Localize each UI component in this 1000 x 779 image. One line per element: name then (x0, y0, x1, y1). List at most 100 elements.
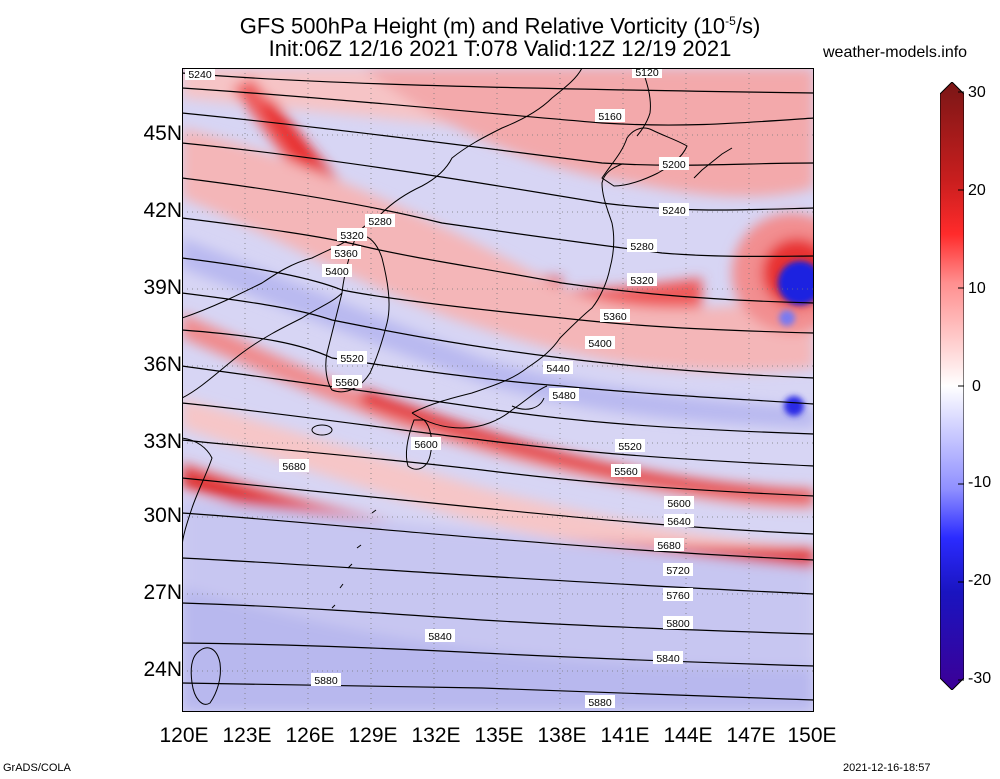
lon-label: 141E (600, 724, 650, 747)
contour-label: 5520 (337, 351, 367, 365)
lon-label: 150E (787, 724, 837, 747)
coastlines (182, 68, 733, 705)
contour-label: 5880 (585, 695, 615, 709)
contour-label: 5160 (595, 109, 625, 123)
svg-text:5360: 5360 (603, 311, 627, 323)
svg-text:5600: 5600 (667, 498, 691, 510)
lat-label: 42N (143, 199, 182, 222)
lat-label: 45N (143, 122, 182, 145)
lon-label: 120E (159, 724, 209, 747)
lat-label: 39N (143, 276, 182, 299)
footer-timestamp: 2021-12-16-18:57 (843, 762, 931, 774)
svg-text:5760: 5760 (666, 590, 690, 602)
contour-label: 5400 (322, 264, 352, 278)
contour-label-layer: 5240 5120 5160 5200 5240 5280 5280 5320 … (185, 68, 694, 709)
map-frame (182, 68, 814, 712)
contour-label: 5520 (615, 439, 645, 453)
svg-text:5840: 5840 (428, 631, 452, 643)
footer-software: GrADS/COLA (3, 762, 71, 774)
svg-text:5240: 5240 (188, 69, 212, 81)
contour-label: 5440 (543, 361, 573, 375)
svg-text:5640: 5640 (667, 516, 691, 528)
svg-text:5520: 5520 (340, 353, 364, 365)
svg-text:5280: 5280 (368, 216, 392, 228)
svg-text:5400: 5400 (325, 266, 349, 278)
graticule (182, 68, 814, 712)
contour-label: 5120 (632, 68, 662, 79)
colorbar-tick-label: 0 (972, 378, 981, 395)
svg-text:5480: 5480 (552, 390, 576, 402)
svg-text:5440: 5440 (546, 363, 570, 375)
lat-label: 24N (143, 658, 182, 681)
lat-label: 27N (143, 581, 182, 604)
lon-label: 135E (474, 724, 524, 747)
vortex-core (778, 261, 814, 416)
contour-label: 5480 (549, 388, 579, 402)
colorbar-tick-label: 30 (968, 84, 986, 101)
contour-label: 5560 (611, 464, 641, 478)
svg-text:5880: 5880 (588, 697, 612, 709)
lon-label: 138E (537, 724, 587, 747)
contour-label: 5400 (585, 336, 615, 350)
svg-text:5280: 5280 (630, 241, 654, 253)
svg-text:5360: 5360 (334, 248, 358, 260)
svg-text:5120: 5120 (635, 68, 659, 79)
colorbar (940, 82, 964, 690)
contour-label: 5320 (627, 273, 657, 287)
svg-text:5320: 5320 (630, 275, 654, 287)
contour-label: 5680 (654, 538, 684, 552)
contour-label: 5200 (659, 157, 689, 171)
contour-label: 5840 (425, 629, 455, 643)
lat-label: 30N (143, 504, 182, 527)
contour-label: 5360 (331, 246, 361, 260)
contour-label: 5720 (663, 563, 693, 577)
contour-label: 5840 (653, 651, 683, 665)
lat-label: 36N (143, 353, 182, 376)
contour-label: 5680 (279, 459, 309, 473)
svg-text:5800: 5800 (666, 618, 690, 630)
lon-label: 126E (285, 724, 335, 747)
svg-text:5200: 5200 (662, 159, 686, 171)
map-subtitle: Init:06Z 12/16 2021 T:078 Valid:12Z 12/1… (268, 36, 732, 61)
colorbar-tick-label: -20 (968, 572, 992, 589)
colorbar-tick-label: -30 (968, 670, 992, 687)
svg-text:5680: 5680 (657, 540, 681, 552)
svg-text:5400: 5400 (588, 338, 612, 350)
contour-label: 5600 (411, 437, 441, 451)
svg-text:5720: 5720 (666, 565, 690, 577)
contour-label: 5280 (627, 239, 657, 253)
contour-label: 5360 (600, 309, 630, 323)
contour-label: 5320 (337, 228, 367, 242)
site-label: weather-models.info (823, 44, 968, 61)
svg-text:5320: 5320 (340, 230, 364, 242)
svg-text:5880: 5880 (314, 675, 338, 687)
svg-text:5560: 5560 (614, 466, 638, 478)
lon-label: 123E (222, 724, 272, 747)
map-title: GFS 500hPa Height (m) and Relative Vorti… (239, 13, 761, 39)
vorticity-map: 5240 5120 5160 5200 5240 5280 5280 5320 … (182, 68, 814, 712)
contour-label: 5560 (332, 375, 362, 389)
lon-label: 147E (726, 724, 776, 747)
colorbar-tick-label: 20 (968, 182, 986, 199)
svg-text:5520: 5520 (618, 441, 642, 453)
svg-text:5240: 5240 (662, 205, 686, 217)
lon-label: 144E (663, 724, 713, 747)
svg-text:5560: 5560 (335, 377, 359, 389)
contour-label: 5240 (185, 68, 215, 81)
lon-label: 132E (411, 724, 461, 747)
colorbar-tick-label: -10 (968, 474, 992, 491)
contour-label: 5240 (659, 203, 689, 217)
lon-label: 129E (348, 724, 398, 747)
contour-label: 5760 (663, 588, 693, 602)
svg-text:5680: 5680 (282, 461, 306, 473)
colorbar-tick-label: 10 (968, 280, 986, 297)
lat-label: 33N (143, 430, 182, 453)
svg-text:5160: 5160 (598, 111, 622, 123)
contour-label: 5880 (311, 673, 341, 687)
contour-label: 5640 (664, 514, 694, 528)
svg-text:5840: 5840 (656, 653, 680, 665)
height-contours (182, 72, 814, 701)
svg-text:5600: 5600 (414, 439, 438, 451)
contour-label: 5600 (664, 496, 694, 510)
contour-label: 5280 (365, 214, 395, 228)
